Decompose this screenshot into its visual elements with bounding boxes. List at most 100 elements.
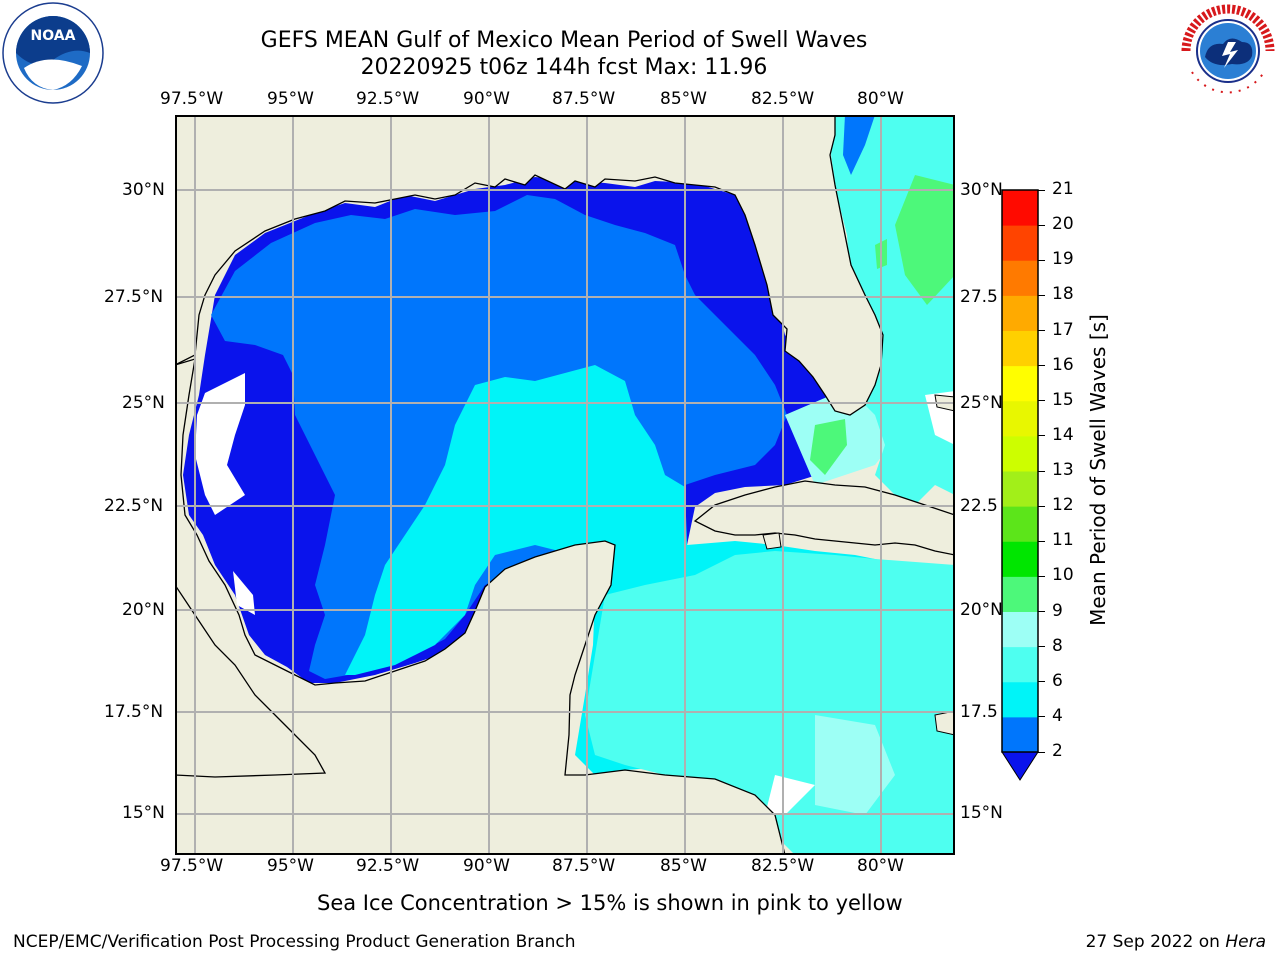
lon-label-top: 97.5°W (160, 89, 224, 109)
colorbar-tick-label: 16 (1052, 354, 1074, 375)
lon-label-top: 80°W (857, 89, 904, 109)
lon-label-bottom: 92.5°W (356, 856, 420, 876)
lat-label-left: 30°N (122, 180, 165, 200)
nws-logo (1178, 2, 1278, 100)
noaa-logo: NOAA (2, 2, 104, 104)
land-jamaica-edge (934, 710, 955, 736)
lat-label-left: 27.5°N (104, 287, 164, 307)
lon-label-bottom: 97.5°W (160, 856, 224, 876)
lon-label-bottom: 85°W (660, 856, 707, 876)
colorbar-tick-label: 18 (1052, 284, 1074, 305)
lat-label-right: 22.5 (960, 496, 998, 516)
lat-label-left: 22.5°N (104, 496, 164, 516)
colorbar-swatch (1002, 716, 1038, 753)
sea-ice-note: Sea Ice Concentration > 15% is shown in … (317, 891, 903, 915)
land-cuba (693, 480, 955, 556)
lat-label-left: 25°N (122, 393, 165, 413)
colorbar-swatch (1002, 400, 1038, 437)
colorbar-swatch (1002, 435, 1038, 472)
colorbar-swatch (1002, 365, 1038, 402)
colorbar-underflow-arrow (1001, 751, 1039, 781)
colorbar-tick-label: 21 (1052, 179, 1074, 199)
chart-subtitle: 20220925 t06z 144h fcst Max: 11.96 (360, 55, 768, 80)
colorbar-tick (1038, 716, 1045, 718)
colorbar-tick-label: 19 (1052, 249, 1074, 270)
lat-label-right: 25°N (960, 393, 1003, 413)
colorbar-swatch (1002, 190, 1038, 226)
map-panel (175, 115, 955, 855)
lon-label-bottom: 87.5°W (552, 856, 616, 876)
colorbar-tick (1038, 435, 1045, 437)
missing-bay-campeche (233, 571, 255, 615)
colorbar-tick (1038, 646, 1045, 648)
lat-label-left: 15°N (122, 803, 165, 823)
lon-label-top: 87.5°W (552, 89, 616, 109)
colorbar-tick (1038, 224, 1045, 226)
colorbar-swatch (1002, 330, 1038, 367)
colorbar-tick-label: 12 (1052, 495, 1074, 516)
footer-host: Hera (1225, 932, 1266, 952)
pale-cyan-patch-1 (815, 715, 895, 815)
atlantic-blue-strip (843, 115, 875, 175)
colorbar-tick-label: 6 (1052, 670, 1063, 691)
colorbar-tick (1038, 259, 1045, 261)
lon-label-top: 85°W (660, 89, 707, 109)
colorbar-swatches (1001, 189, 1039, 781)
colorbar-tick-label: 10 (1052, 565, 1074, 586)
lon-label-bottom: 80°W (857, 856, 904, 876)
atlantic-green-patch-2 (810, 419, 847, 475)
lon-label-bottom: 90°W (463, 856, 510, 876)
colorbar-tick-label: 11 (1052, 530, 1074, 551)
atlantic-green-patch-1 (895, 175, 955, 305)
colorbar (1000, 188, 1040, 784)
lon-label-top: 90°W (463, 89, 510, 109)
colorbar-tick (1038, 611, 1045, 612)
missing-western-gulf (195, 373, 245, 515)
colorbar-swatch (1002, 681, 1038, 718)
colorbar-tick-label: 13 (1052, 460, 1074, 480)
colorbar-tick (1038, 751, 1045, 753)
missing-cuba-shelf (765, 775, 815, 815)
colorbar-tick-label: 14 (1052, 424, 1074, 445)
colorbar-tick (1038, 681, 1045, 683)
lat-label-right: 20°N (960, 600, 1003, 620)
colorbar-swatch (1002, 260, 1038, 296)
colorbar-swatch (1002, 576, 1038, 612)
chart-title: GEFS MEAN Gulf of Mexico Mean Period of … (260, 28, 868, 53)
colorbar-tick-label: 17 (1052, 319, 1074, 340)
colorbar-tick (1038, 189, 1045, 191)
footer-credit: NCEP/EMC/Verification Post Processing Pr… (13, 932, 576, 952)
colorbar-swatch (1002, 471, 1038, 507)
colorbar-swatch (1002, 225, 1038, 261)
lon-label-top: 82.5°W (751, 89, 815, 109)
lat-label-right: 27.5 (960, 287, 998, 307)
colorbar-tick-label: 8 (1052, 635, 1063, 656)
gulf-map (175, 115, 955, 855)
lat-label-left: 17.5°N (104, 702, 164, 722)
lat-label-right: 17.5 (960, 702, 998, 722)
lon-label-top: 95°W (267, 89, 314, 109)
colorbar-tick (1038, 575, 1045, 577)
lat-label-left: 20°N (122, 600, 165, 620)
lon-label-bottom: 95°W (267, 856, 314, 876)
lat-label-right: 30°N (960, 180, 1003, 200)
colorbar-tick-label: 4 (1052, 705, 1063, 726)
colorbar-tick (1038, 540, 1045, 542)
colorbar-tick-label: 9 (1052, 600, 1063, 621)
colorbar-title: Mean Period of Swell Waves [s] (1086, 314, 1110, 626)
colorbar-swatch (1002, 541, 1038, 577)
colorbar-swatch (1002, 611, 1038, 648)
colorbar-tick (1038, 294, 1045, 296)
land-mexico-central-america (175, 358, 786, 855)
svg-text:NOAA: NOAA (31, 28, 76, 44)
colorbar-tick (1038, 470, 1045, 472)
land-isle-of-pines (762, 532, 782, 550)
lon-label-top: 92.5°W (356, 89, 420, 109)
lat-label-right: 15°N (960, 803, 1003, 823)
colorbar-tick (1038, 365, 1045, 367)
colorbar-tick-label: 2 (1052, 741, 1063, 761)
footer-date-text: 27 Sep 2022 on (1085, 932, 1226, 952)
lon-label-bottom: 82.5°W (751, 856, 815, 876)
map-frame (175, 115, 955, 855)
colorbar-tick (1038, 330, 1045, 331)
